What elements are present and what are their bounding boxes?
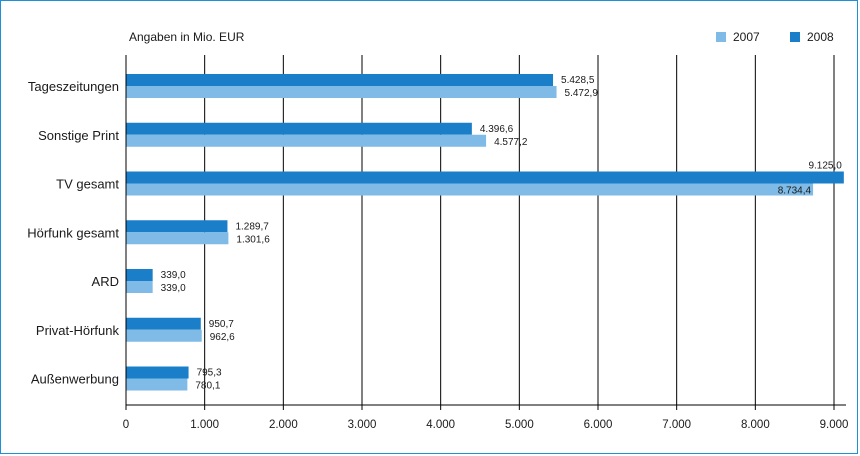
x-tick-label: 5.000 xyxy=(505,419,534,431)
x-tick-label: 2.000 xyxy=(269,419,298,431)
x-axis: 0 1.000 2.000 3.000 4.000 5.000 6.000 7.000 8.00… xyxy=(123,55,849,431)
bar-2007 xyxy=(126,184,813,196)
x-tick-label: 0 xyxy=(123,419,129,431)
category-label: Hörfunk gesamt xyxy=(27,225,119,240)
bar-2008 xyxy=(126,269,153,281)
value-label-2008: 1.289,7 xyxy=(235,221,269,232)
bar-2007 xyxy=(126,135,486,147)
x-tick-label: 1.000 xyxy=(190,419,219,431)
value-label-2007: 962,6 xyxy=(210,332,235,343)
value-labels: 5.428,5 5.472,9 4.396,6 4.577,2 9.125,0 8.734… xyxy=(161,75,843,392)
legend-label-2007: 2007 xyxy=(733,30,760,44)
unit-label: Angaben in Mio. EUR xyxy=(129,30,245,44)
x-tick-label: 8.000 xyxy=(741,419,770,431)
value-label-2008: 5.428,5 xyxy=(561,75,595,86)
legend: 2007 2008 xyxy=(716,30,834,44)
value-label-2007: 1.301,6 xyxy=(236,234,270,245)
value-label-2008: 950,7 xyxy=(209,319,234,330)
category-labels: Tageszeitungen Sonstige Print TV gesamt Hör… xyxy=(27,79,119,387)
value-label-2007: 8.734,4 xyxy=(778,186,812,197)
category-label: Außenwerbung xyxy=(31,372,119,387)
bar-2007 xyxy=(126,330,202,342)
x-tick-label: 4.000 xyxy=(426,419,455,431)
bar-2008 xyxy=(126,220,227,232)
bar-2008 xyxy=(126,74,553,86)
bar-2007 xyxy=(126,281,153,293)
x-tick-label: 7.000 xyxy=(662,419,691,431)
value-label-2007: 5.472,9 xyxy=(565,88,599,99)
bar-2008 xyxy=(126,123,472,135)
legend-swatch-2008 xyxy=(790,32,800,42)
bar-2008 xyxy=(126,318,201,330)
legend-swatch-2007 xyxy=(716,32,726,42)
x-tick-label: 6.000 xyxy=(584,419,613,431)
x-tick-label: 9.000 xyxy=(820,419,849,431)
bar-2008 xyxy=(126,172,844,184)
x-tick-label: 3.000 xyxy=(348,419,377,431)
category-label: TV gesamt xyxy=(56,177,119,192)
value-label-2007: 4.577,2 xyxy=(494,137,528,148)
value-label-2007: 339,0 xyxy=(161,283,186,294)
category-label: Sonstige Print xyxy=(38,128,119,143)
category-label: Privat-Hörfunk xyxy=(36,323,120,338)
bar-2007 xyxy=(126,379,187,391)
bar-group xyxy=(126,74,844,391)
value-label-2008: 4.396,6 xyxy=(480,124,514,135)
value-label-2008: 795,3 xyxy=(197,368,222,379)
value-label-2008: 339,0 xyxy=(161,270,186,281)
value-label-2008: 9.125,0 xyxy=(808,161,842,172)
value-label-2007: 780,1 xyxy=(195,381,220,392)
category-label: ARD xyxy=(92,274,119,289)
bar-2007 xyxy=(126,232,228,244)
category-label: Tageszeitungen xyxy=(28,79,119,94)
bar-2007 xyxy=(126,86,557,98)
legend-label-2008: 2008 xyxy=(807,30,834,44)
grid-lines xyxy=(205,55,834,405)
bar-2008 xyxy=(126,367,189,379)
